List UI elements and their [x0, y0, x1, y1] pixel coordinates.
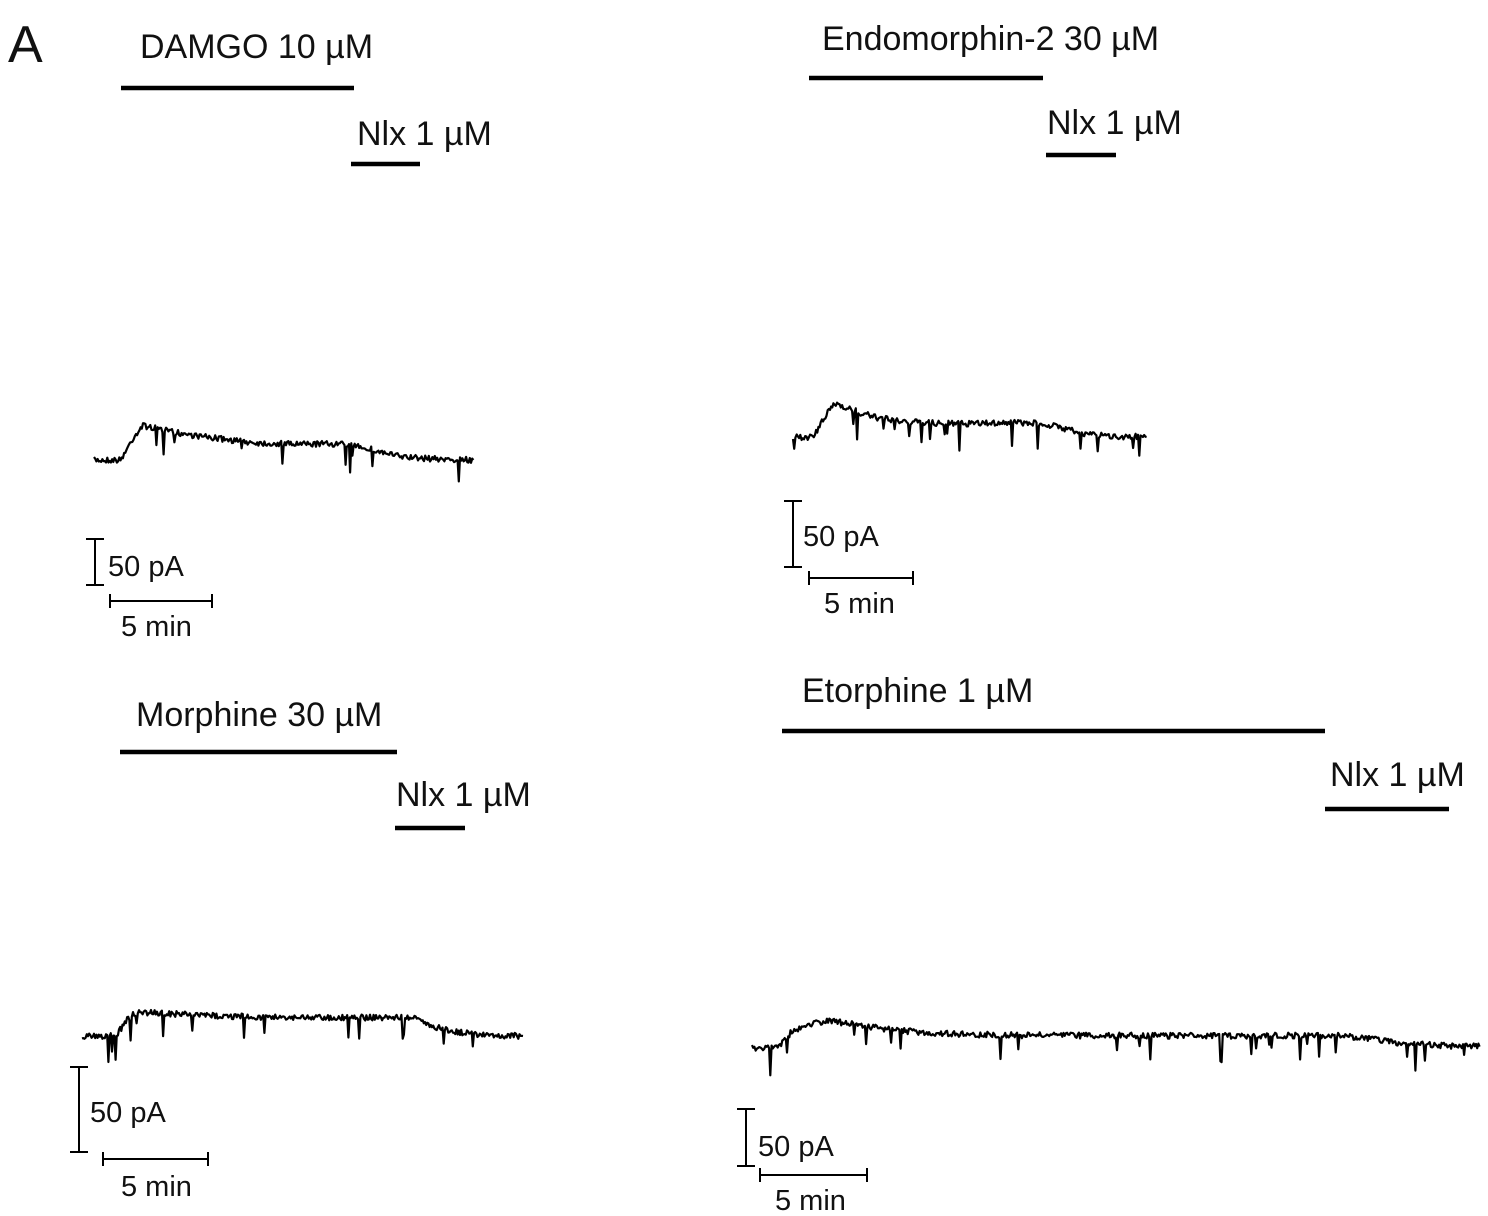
naloxone-label: Nlx 1 µM	[1047, 104, 1182, 142]
current-scale-bar	[784, 500, 802, 568]
current-scale-label: 50 pA	[108, 551, 184, 583]
current-scale-label: 50 pA	[90, 1097, 166, 1129]
current-scale-bar	[737, 1108, 755, 1167]
current-trace	[93, 422, 475, 483]
trace-panel-morphine: Morphine 30 µM Nlx 1 µM 50 pA 5 min	[70, 696, 531, 1203]
trace-panel-damgo: DAMGO 10 µM Nlx 1 µM 50 pA 5 min	[86, 28, 492, 643]
current-scale-bar	[70, 1066, 88, 1153]
time-scale-label: 5 min	[824, 588, 895, 620]
drug-label: DAMGO 10 µM	[140, 28, 373, 66]
naloxone-label: Nlx 1 µM	[1330, 756, 1465, 794]
drug-label: Morphine 30 µM	[136, 696, 382, 734]
time-scale-label: 5 min	[121, 611, 192, 643]
current-trace	[791, 401, 1147, 457]
current-scale-label: 50 pA	[803, 521, 879, 553]
time-scale-label: 5 min	[121, 1171, 192, 1203]
time-scale-bar	[102, 1152, 209, 1166]
drug-label: Endomorphin-2 30 µM	[822, 20, 1159, 58]
current-scale-bar	[86, 538, 104, 586]
naloxone-label: Nlx 1 µM	[396, 776, 531, 814]
time-scale-bar	[109, 594, 213, 608]
time-scale-bar	[759, 1168, 868, 1182]
current-trace	[750, 1017, 1481, 1077]
current-trace	[81, 1008, 524, 1064]
time-scale-bar	[808, 571, 914, 585]
panel-label: A	[8, 16, 43, 74]
trace-panel-etorphine: Etorphine 1 µM Nlx 1 µM 50 pA 5 min	[737, 672, 1481, 1216]
naloxone-label: Nlx 1 µM	[357, 115, 492, 153]
current-scale-label: 50 pA	[758, 1131, 834, 1163]
time-scale-label: 5 min	[775, 1185, 846, 1216]
drug-label: Etorphine 1 µM	[802, 672, 1033, 710]
trace-panel-endomorphin: Endomorphin-2 30 µM Nlx 1 µM 50 pA 5 min	[784, 20, 1182, 620]
